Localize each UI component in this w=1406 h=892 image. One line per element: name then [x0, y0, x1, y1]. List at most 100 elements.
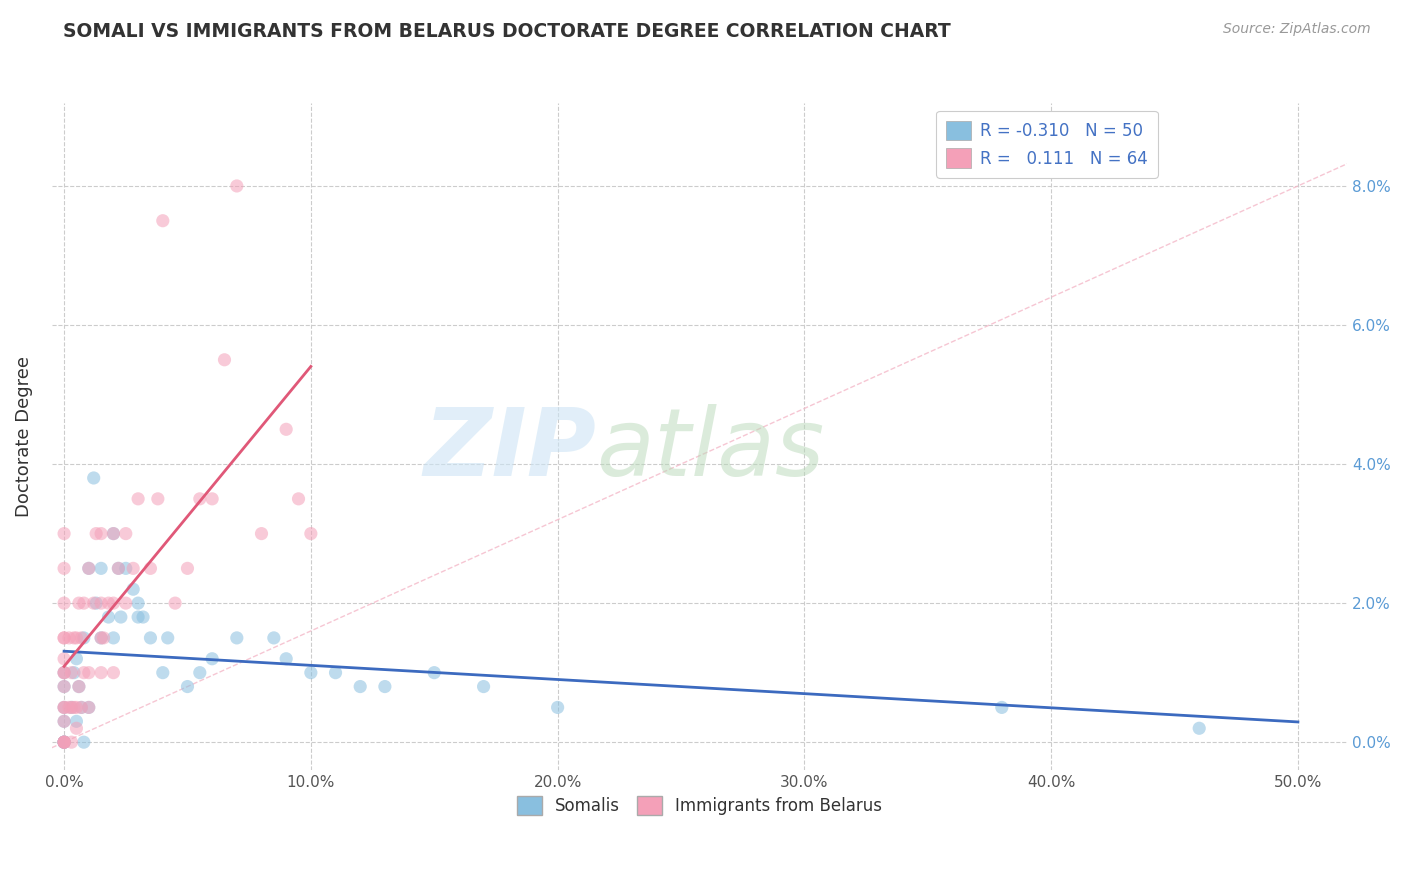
Point: [53, 561, 76, 575]
Point: [299, 665, 322, 680]
Point: [103, 526, 125, 541]
Point: [97, 610, 120, 624]
Point: [114, 561, 136, 575]
Point: [110, 610, 132, 624]
Point: [53, 631, 76, 645]
Point: [73, 735, 96, 749]
Point: [73, 596, 96, 610]
Point: [53, 735, 76, 749]
Point: [201, 652, 224, 666]
Point: [63, 665, 86, 680]
Point: [90, 631, 112, 645]
Point: [58, 700, 80, 714]
Point: [73, 631, 96, 645]
Point: [73, 665, 96, 680]
Point: [165, 596, 187, 610]
Point: [1188, 721, 1211, 735]
Point: [263, 631, 285, 645]
Text: SOMALI VS IMMIGRANTS FROM BELARUS DOCTORATE DEGREE CORRELATION CHART: SOMALI VS IMMIGRANTS FROM BELARUS DOCTOR…: [63, 22, 950, 41]
Point: [77, 561, 100, 575]
Point: [53, 665, 76, 680]
Point: [152, 665, 174, 680]
Point: [103, 596, 125, 610]
Point: [276, 422, 298, 436]
Point: [53, 700, 76, 714]
Point: [122, 582, 145, 597]
Point: [53, 665, 76, 680]
Point: [214, 352, 236, 367]
Point: [423, 665, 446, 680]
Point: [60, 700, 83, 714]
Point: [139, 561, 162, 575]
Point: [53, 680, 76, 694]
Point: [65, 721, 87, 735]
Point: [65, 700, 87, 714]
Point: [374, 680, 396, 694]
Point: [84, 526, 107, 541]
Point: [67, 596, 90, 610]
Point: [93, 631, 115, 645]
Point: [90, 665, 112, 680]
Point: [107, 561, 129, 575]
Point: [107, 561, 129, 575]
Point: [127, 610, 149, 624]
Point: [53, 680, 76, 694]
Point: [90, 631, 112, 645]
Point: [201, 491, 224, 506]
Point: [53, 665, 76, 680]
Point: [53, 652, 76, 666]
Point: [114, 526, 136, 541]
Point: [53, 735, 76, 749]
Point: [70, 631, 93, 645]
Point: [122, 561, 145, 575]
Point: [472, 680, 495, 694]
Point: [127, 596, 149, 610]
Point: [114, 596, 136, 610]
Point: [83, 471, 105, 485]
Point: [90, 561, 112, 575]
Point: [188, 491, 211, 506]
Point: [83, 596, 105, 610]
Point: [60, 665, 83, 680]
Point: [225, 178, 247, 193]
Point: [77, 665, 100, 680]
Point: [70, 700, 93, 714]
Point: [63, 700, 86, 714]
Point: [146, 491, 169, 506]
Legend: Somalis, Immigrants from Belarus: Somalis, Immigrants from Belarus: [510, 789, 889, 822]
Point: [152, 213, 174, 227]
Point: [70, 700, 93, 714]
Point: [156, 631, 179, 645]
Point: [103, 526, 125, 541]
Point: [97, 596, 120, 610]
Point: [53, 735, 76, 749]
Text: Source: ZipAtlas.com: Source: ZipAtlas.com: [1223, 22, 1371, 37]
Point: [58, 631, 80, 645]
Point: [90, 596, 112, 610]
Point: [84, 596, 107, 610]
Point: [53, 735, 76, 749]
Point: [65, 714, 87, 729]
Point: [90, 526, 112, 541]
Point: [53, 735, 76, 749]
Point: [77, 700, 100, 714]
Point: [53, 735, 76, 749]
Point: [53, 596, 76, 610]
Point: [188, 665, 211, 680]
Point: [127, 491, 149, 506]
Point: [67, 680, 90, 694]
Point: [53, 714, 76, 729]
Y-axis label: Doctorate Degree: Doctorate Degree: [15, 356, 32, 516]
Point: [63, 631, 86, 645]
Point: [77, 700, 100, 714]
Point: [139, 631, 162, 645]
Point: [53, 526, 76, 541]
Point: [53, 714, 76, 729]
Point: [287, 491, 309, 506]
Point: [53, 700, 76, 714]
Point: [103, 665, 125, 680]
Point: [176, 680, 198, 694]
Point: [53, 735, 76, 749]
Point: [53, 631, 76, 645]
Point: [67, 680, 90, 694]
